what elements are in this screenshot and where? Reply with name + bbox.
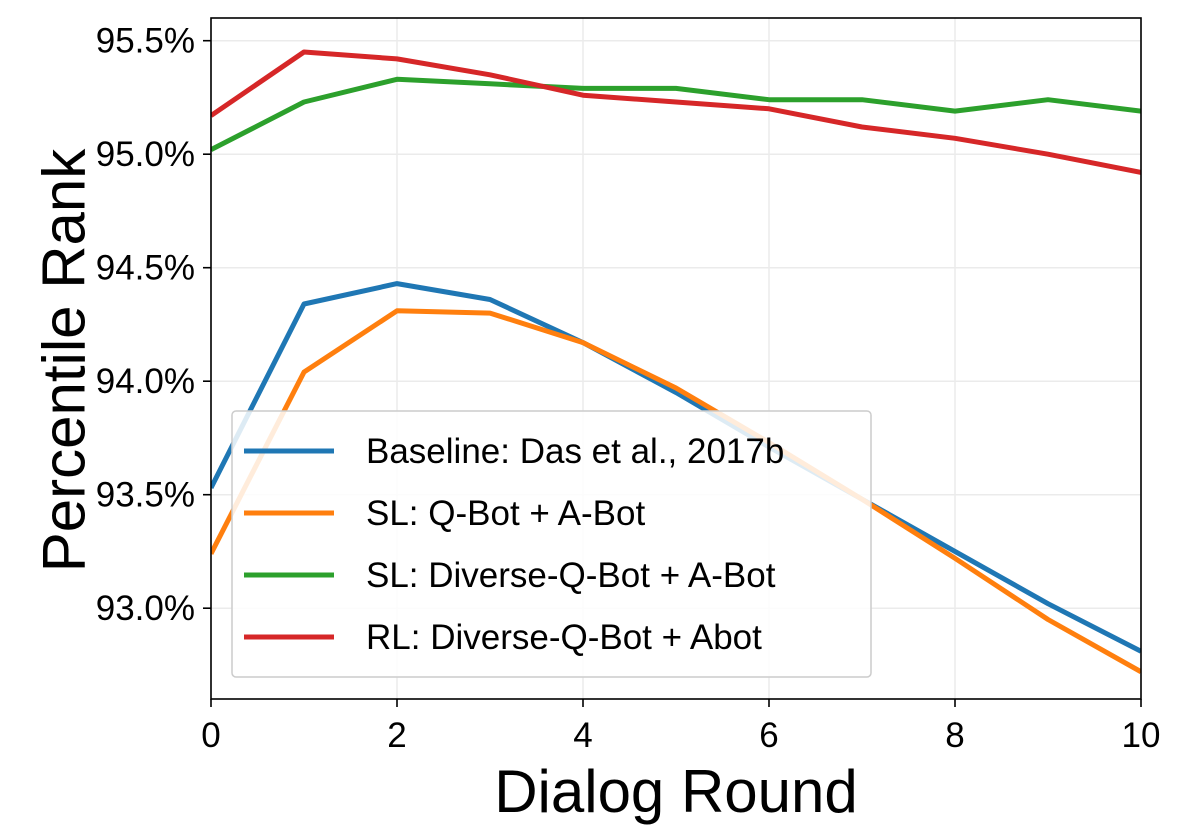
y-tick-label: 95.5%	[96, 22, 195, 61]
series-lines	[211, 49, 1141, 674]
x-tick-label: 4	[573, 716, 592, 755]
legend-label-1: Baseline: Das et al., 2017b	[366, 432, 784, 471]
x-tick-label: 10	[1122, 716, 1161, 755]
y-tick-label: 93.5%	[96, 476, 195, 515]
y-axis-ticks: 93.0% 93.5% 94.0% 94.5% 95.0% 95.5%	[96, 22, 211, 628]
x-axis-label: Dialog Round	[494, 758, 858, 825]
series-line-4	[211, 49, 1141, 175]
legend-label-4: RL: Diverse-Q-Bot + Abot	[366, 618, 762, 657]
plot-frame	[210, 17, 1142, 700]
y-axis-label: Percentile Rank	[31, 148, 98, 573]
y-tick-label: 94.5%	[96, 249, 195, 288]
y-tick-label: 94.0%	[96, 362, 195, 401]
legend: Baseline: Das et al., 2017b SL: Q-Bot + A…	[231, 410, 872, 678]
x-tick-label: 2	[387, 716, 406, 755]
series-line-2	[211, 308, 1141, 674]
x-tick-label: 8	[945, 716, 964, 755]
y-tick-label: 95.0%	[96, 135, 195, 174]
x-axis-ticks: 0 2 4 6 8 10	[201, 699, 1160, 755]
legend-label-3: SL: Diverse-Q-Bot + A-Bot	[366, 556, 776, 595]
x-tick-label: 6	[759, 716, 778, 755]
legend-box	[231, 410, 872, 678]
y-tick-label: 93.0%	[96, 589, 195, 628]
series-line-3	[211, 76, 1141, 152]
legend-label-2: SL: Q-Bot + A-Bot	[366, 494, 645, 533]
series-line-1	[211, 281, 1141, 654]
x-tick-label: 0	[201, 716, 220, 755]
